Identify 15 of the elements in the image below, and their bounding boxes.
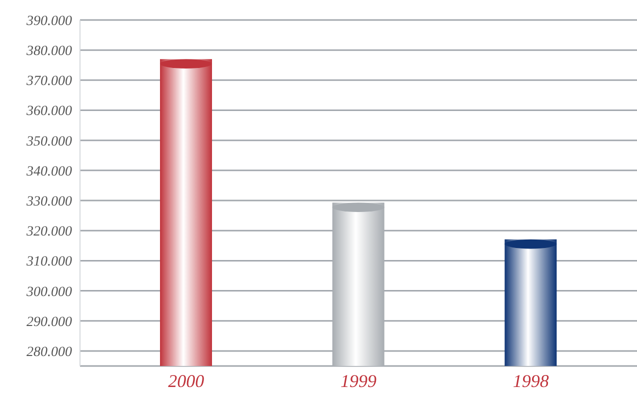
y-tick-label: 290.000 [26,314,72,330]
y-tick-label: 300.000 [26,284,72,300]
y-tick-label: 280.000 [26,344,72,360]
y-tick-label: 390.000 [26,14,72,29]
x-tick-label: 2000 [168,370,204,391]
y-tick-label: 350.000 [26,134,72,150]
y-tick-label: 370.000 [26,74,72,90]
x-tick-label: 1999 [340,370,376,391]
y-tick-label: 360.000 [26,104,72,120]
y-tick-label: 330.000 [26,194,72,210]
y-tick-label: 310.000 [26,254,72,270]
y-tick-label: 340.000 [26,164,72,180]
y-tick-label: 380.000 [26,44,72,60]
y-tick-label: 320.000 [26,224,72,240]
x-tick-label: 1998 [512,370,549,391]
